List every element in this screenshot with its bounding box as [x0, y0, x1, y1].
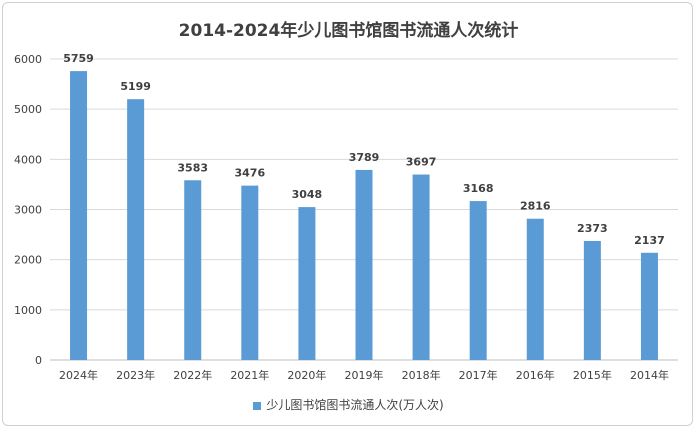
- x-tick-label: 2017年: [459, 368, 498, 382]
- data-label: 3168: [463, 182, 494, 195]
- data-label: 3697: [406, 156, 437, 169]
- y-tick-label: 3000: [14, 204, 42, 217]
- bar: [583, 240, 601, 360]
- y-tick-label: 5000: [14, 103, 42, 116]
- data-label: 5199: [120, 80, 151, 93]
- data-label: 2137: [634, 234, 665, 247]
- bar: [241, 185, 259, 360]
- x-tick-label: 2014年: [630, 368, 669, 382]
- x-tick-label: 2022年: [173, 368, 212, 382]
- chart-title: 2014-2024年少儿图书馆图书流通人次统计: [178, 21, 519, 41]
- x-tick-label: 2021年: [230, 368, 269, 382]
- data-label: 2816: [520, 200, 551, 213]
- y-tick-label: 2000: [14, 254, 42, 267]
- y-tick-label: 6000: [14, 53, 42, 66]
- x-tick-label: 2020年: [287, 368, 326, 382]
- data-label: 2373: [577, 222, 608, 235]
- bar: [127, 99, 145, 360]
- data-label: 3583: [177, 161, 208, 174]
- bar: [298, 207, 316, 360]
- x-tick-label: 2023年: [116, 368, 155, 382]
- y-tick-label: 1000: [14, 304, 42, 317]
- y-tick-label: 4000: [14, 153, 42, 166]
- data-label: 3789: [349, 151, 380, 164]
- chart-frame: [2, 2, 693, 426]
- data-label: 3048: [292, 188, 323, 201]
- x-tick-label: 2024年: [59, 368, 98, 382]
- x-tick-label: 2019年: [345, 368, 384, 382]
- legend-swatch: [253, 401, 262, 410]
- bar: [412, 174, 430, 360]
- data-label: 3476: [235, 167, 266, 180]
- x-tick-label: 2015年: [573, 368, 612, 382]
- bar: [184, 180, 202, 360]
- bar: [355, 169, 373, 360]
- bar: [70, 71, 88, 361]
- y-tick-label: 0: [35, 354, 42, 367]
- bar: [469, 201, 487, 360]
- legend-label: 少儿图书馆图书流通人次(万人次): [266, 398, 444, 412]
- x-tick-label: 2016年: [516, 368, 555, 382]
- bar: [526, 218, 544, 360]
- data-label: 5759: [63, 52, 94, 65]
- bar: [640, 252, 658, 360]
- legend: 少儿图书馆图书流通人次(万人次): [0, 396, 697, 413]
- x-tick-label: 2018年: [402, 368, 441, 382]
